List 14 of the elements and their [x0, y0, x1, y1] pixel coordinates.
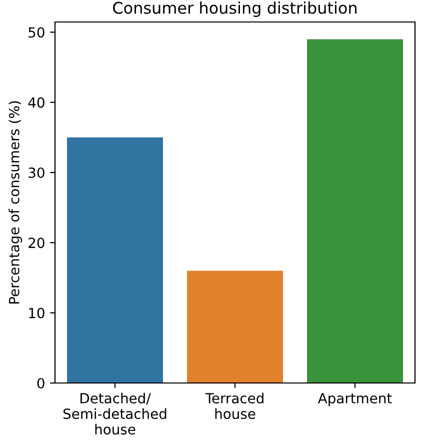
y-tick-label: 20 [28, 238, 44, 248]
bar [67, 137, 163, 383]
y-axis-title: Percentage of consumers (%) [8, 101, 22, 304]
x-tick-label: Terraced house [205, 392, 264, 420]
bar [307, 39, 403, 383]
y-tick-label: 10 [29, 308, 44, 318]
bar [187, 270, 283, 383]
y-tick-label: 40 [28, 97, 44, 108]
y-tick-label: 50 [28, 27, 44, 38]
x-tick-label: Detached/ Semi-detached house [63, 392, 166, 435]
y-tick-label: 30 [28, 167, 44, 178]
x-tick-label: Apartment [318, 393, 392, 406]
y-tick-label: 0 [37, 378, 44, 388]
chart-title: Consumer housing distribution [113, 2, 356, 17]
